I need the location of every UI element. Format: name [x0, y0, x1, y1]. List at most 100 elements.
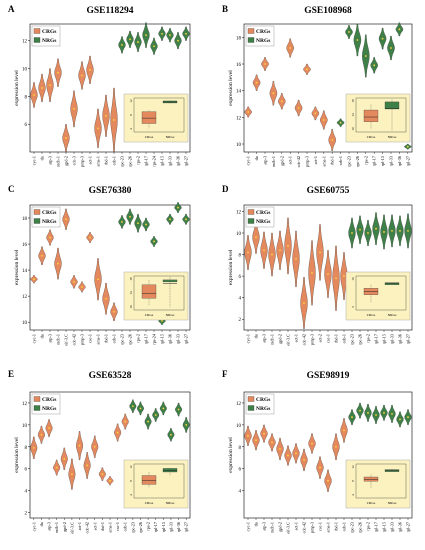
violin-median-dot	[319, 251, 321, 254]
x-tick-label: rps-2	[136, 156, 141, 165]
violin	[362, 34, 370, 78]
x-tick-label: cyc-1	[246, 522, 251, 531]
x-tick-label: rpl-33	[389, 156, 394, 166]
x-tick-label: rpl-17	[374, 522, 379, 532]
violin	[45, 419, 53, 438]
violin-median-dot	[109, 479, 111, 482]
x-tick-label: act-1	[294, 334, 299, 342]
x-tick-label: rps-24	[152, 155, 157, 167]
y-tick-label: 12	[22, 295, 28, 300]
inset-y-tick-label: 8	[351, 480, 355, 482]
violin-median-dot	[280, 100, 283, 103]
inset-y-tick-label: 12	[129, 465, 133, 469]
violin-median-dot	[359, 409, 361, 412]
violin-median-dot	[185, 218, 187, 221]
legend-swatch-crg	[33, 209, 41, 215]
violin-median-dot	[185, 423, 188, 426]
legend: CRGs NRGs	[245, 25, 275, 47]
violin	[166, 28, 174, 43]
violin-median-dot	[375, 414, 377, 416]
violin-median-dot	[161, 319, 163, 322]
violin-median-dot	[139, 407, 142, 410]
violin-median-dot	[131, 405, 134, 408]
violin-median-dot	[306, 68, 308, 71]
violin-median-dot	[289, 47, 292, 49]
x-tick-label: tlu	[254, 155, 259, 160]
inset-x-label: NRGs	[166, 135, 175, 139]
violin	[114, 423, 122, 442]
x-tick-label: rpc-26	[128, 156, 133, 167]
legend-swatch-nrg	[247, 37, 255, 43]
violin-median-dot	[65, 137, 67, 139]
violin	[182, 417, 190, 433]
legend-swatch-nrg	[247, 405, 255, 411]
legend-label-crg: CRGs	[42, 210, 56, 216]
violin	[332, 245, 340, 311]
violin	[364, 403, 372, 422]
inset-plot-frame	[355, 97, 407, 133]
x-tick-label: ceb-1	[112, 156, 117, 165]
legend-swatch-crg	[33, 396, 41, 402]
legend: CRGs NRGs	[31, 25, 61, 47]
panel-a: A GSE118294 6 8 10 12 expression level cyc-1 tlu…	[8, 4, 191, 167]
x-tick-label: mdh-1	[54, 522, 59, 533]
inset-y-tick-label: 5	[351, 306, 355, 308]
violin-median-dot	[406, 145, 409, 148]
violin-median-dot	[33, 278, 35, 281]
violin	[78, 281, 86, 293]
y-tick-label: 4	[239, 490, 242, 495]
y-tick-label: 8	[25, 95, 28, 100]
violin-median-dot	[145, 223, 147, 226]
x-tick-label: tlu	[254, 521, 259, 526]
violin	[269, 81, 278, 106]
y-tick-label: 10	[236, 424, 242, 429]
x-tick-label: cyc-1	[32, 334, 37, 343]
violin	[320, 110, 328, 130]
violin	[252, 74, 261, 91]
legend-label-nrg: NRGs	[256, 38, 270, 44]
y-axis-label: expression level	[228, 70, 234, 106]
x-tick-label: rpc-26	[138, 522, 143, 533]
violin	[152, 408, 160, 422]
violin	[332, 433, 340, 461]
panel-title: GSE60755	[307, 186, 350, 196]
violin-median-dot	[343, 429, 345, 432]
legend: CRGs NRGs	[245, 206, 275, 228]
panel-letter: C	[8, 184, 15, 194]
x-tick-label: ceb-1	[123, 522, 128, 531]
violin	[54, 58, 62, 87]
violin	[182, 26, 190, 41]
inset-boxplot: 18 14 10 CRGs NRGs	[345, 93, 411, 143]
x-tick-label: ama-1	[321, 156, 326, 166]
violin-median-dot	[398, 28, 401, 31]
inset-boxplot: 12 8 4 CRGs NRGs	[123, 459, 189, 509]
violin	[328, 129, 336, 151]
x-tick-label: rpc-26	[128, 334, 133, 345]
violin	[303, 63, 311, 75]
violin	[396, 411, 404, 428]
y-tick-label: 12	[236, 402, 242, 407]
violin-median-dot	[373, 64, 376, 67]
violin-median-dot	[279, 448, 281, 450]
x-tick-label: rpl-33	[176, 334, 181, 344]
violin-median-dot	[71, 473, 73, 476]
inset-frame	[345, 271, 411, 321]
violin	[278, 93, 286, 110]
violin	[182, 213, 190, 225]
x-tick-label: rpl-27	[405, 156, 410, 166]
x-tick-label: rpl-36	[176, 156, 181, 166]
legend-swatch-nrg	[33, 218, 41, 224]
violin-median-dot	[359, 228, 361, 231]
violin-median-dot	[93, 445, 96, 448]
violin	[380, 404, 388, 421]
violin-median-dot	[177, 39, 179, 42]
y-tick-label: 2	[239, 318, 242, 323]
panel-f: F GSE98919 4 6 8 10 12 expression level cyc-1 tlu…	[222, 369, 413, 534]
violin	[102, 282, 110, 315]
violin	[284, 217, 292, 275]
violin-median-dot	[32, 446, 35, 449]
violin-median-dot	[391, 229, 393, 232]
x-tick-label: rps-2	[363, 156, 368, 165]
violin	[311, 106, 320, 121]
x-tick-label: act-1	[77, 522, 82, 530]
